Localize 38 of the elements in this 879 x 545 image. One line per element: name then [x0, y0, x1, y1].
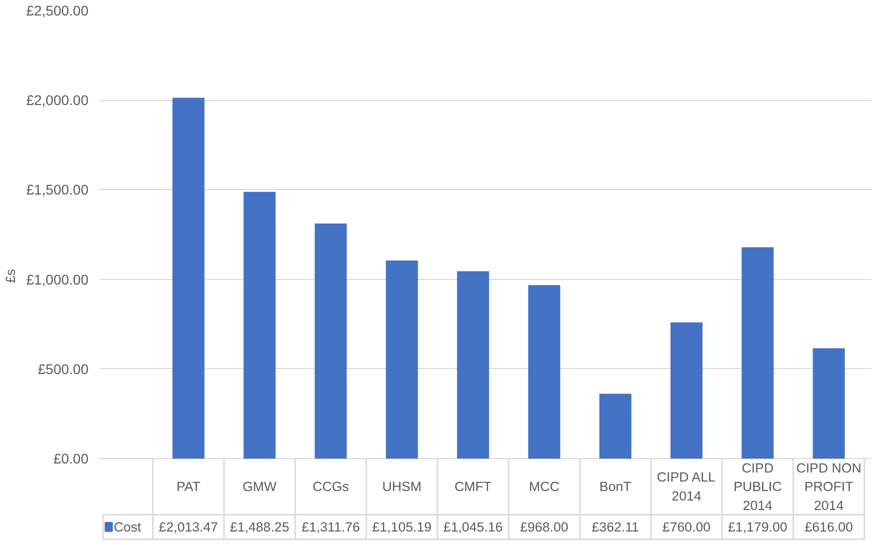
data-label: £1,179.00	[728, 519, 788, 534]
bar	[457, 271, 490, 459]
data-label: £2,013.47	[158, 519, 218, 534]
data-label: £760.00	[662, 519, 711, 534]
x-tick-label: CMFT	[454, 479, 492, 494]
bar	[244, 192, 276, 459]
data-label: £362.11	[592, 519, 639, 534]
bar	[670, 322, 703, 459]
x-tick-label: BonT	[599, 479, 632, 494]
x-tick-label: CIPD PUBLIC 2014	[734, 460, 782, 513]
y-tick-label: £1,000.00	[26, 271, 89, 288]
data-label: £1,488.25	[230, 519, 290, 534]
data-label: £968.00	[520, 519, 568, 534]
y-tick-label: £500.00	[38, 360, 89, 377]
data-label: £1,311.76	[302, 519, 360, 534]
bar	[172, 98, 204, 459]
y-tick-label: £2,000.00	[26, 92, 89, 108]
x-tick-label: UHSM	[382, 479, 422, 494]
y-tick-label: £0.00	[53, 450, 89, 467]
bar	[812, 348, 845, 459]
x-tick-label: CIPD ALL 2014	[656, 470, 716, 504]
data-label: £616.00	[804, 519, 853, 534]
x-tick-label: MCC	[529, 479, 560, 494]
y-tick-label: £2,500.00	[26, 2, 89, 18]
bar	[386, 260, 418, 459]
x-tick-label: CCGs	[312, 479, 350, 494]
bar	[528, 285, 560, 459]
x-tick-label: PAT	[176, 479, 200, 494]
bar	[742, 247, 774, 459]
data-label: £1,045.16	[443, 519, 503, 534]
data-label: £1,105.19	[372, 519, 432, 534]
legend-label: Cost	[114, 519, 142, 534]
y-tick-label: £1,500.00	[26, 182, 89, 198]
bar	[314, 223, 347, 459]
x-tick-label: CIPD NON PROFIT 2014	[796, 460, 862, 513]
x-tick-label: GMW	[242, 479, 278, 494]
y-axis-title: £s	[3, 268, 18, 284]
bar	[599, 394, 632, 459]
